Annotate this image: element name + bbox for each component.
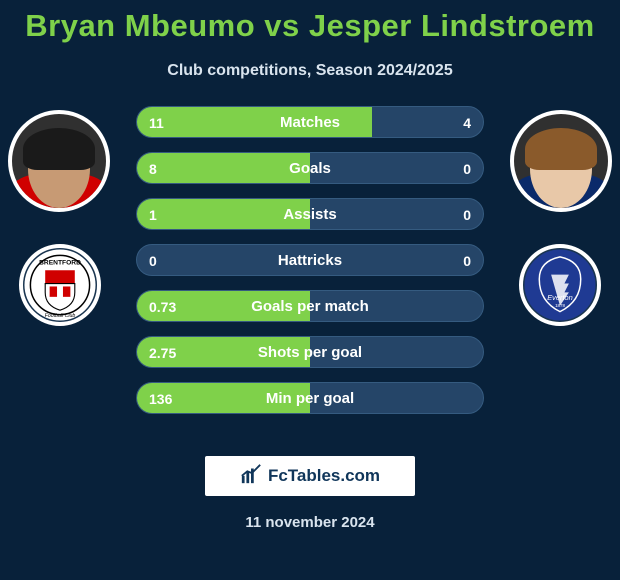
site-name: FcTables.com bbox=[268, 466, 380, 486]
stat-row: Matches114 bbox=[136, 106, 484, 138]
stat-value-left: 2.75 bbox=[137, 337, 188, 367]
site-logo-icon bbox=[240, 463, 262, 490]
player-left-hair bbox=[23, 128, 95, 170]
stat-rows: Matches114Goals80Assists10Hattricks00Goa… bbox=[136, 106, 484, 428]
stat-row: Shots per goal2.75 bbox=[136, 336, 484, 368]
svg-text:Football Club: Football Club bbox=[45, 313, 76, 319]
svg-text:Everton: Everton bbox=[547, 293, 572, 302]
page-title: Bryan Mbeumo vs Jesper Lindstroem bbox=[0, 0, 620, 44]
stat-value-right bbox=[459, 291, 483, 321]
stat-value-left: 8 bbox=[137, 153, 169, 183]
stat-value-left: 0 bbox=[137, 245, 169, 275]
stat-row: Min per goal136 bbox=[136, 382, 484, 414]
club-right-crest: Everton 1878 bbox=[519, 244, 601, 326]
page-subtitle: Club competitions, Season 2024/2025 bbox=[0, 62, 620, 80]
stat-row: Goals per match0.73 bbox=[136, 290, 484, 322]
stat-value-right bbox=[459, 383, 483, 413]
stat-value-right bbox=[459, 337, 483, 367]
stat-value-left: 1 bbox=[137, 199, 169, 229]
player-right-avatar bbox=[510, 110, 612, 212]
stat-row: Goals80 bbox=[136, 152, 484, 184]
stat-fill-right bbox=[310, 107, 372, 137]
comparison-panel: BRENTFORD Football Club Everton 1878 Mat… bbox=[0, 110, 620, 440]
stat-value-right: 0 bbox=[451, 245, 483, 275]
stat-value-right: 4 bbox=[451, 107, 483, 137]
player-right-hair bbox=[525, 128, 597, 170]
footer-date: 11 november 2024 bbox=[0, 514, 620, 531]
stat-row: Hattricks00 bbox=[136, 244, 484, 276]
stat-value-left: 136 bbox=[137, 383, 184, 413]
stat-row: Assists10 bbox=[136, 198, 484, 230]
club-left-crest: BRENTFORD Football Club bbox=[19, 244, 101, 326]
site-badge: FcTables.com bbox=[205, 456, 415, 496]
stat-value-left: 11 bbox=[137, 107, 176, 137]
player-left-avatar bbox=[8, 110, 110, 212]
stat-value-right: 0 bbox=[451, 153, 483, 183]
svg-text:1878: 1878 bbox=[555, 303, 565, 308]
stat-value-left: 0.73 bbox=[137, 291, 188, 321]
stat-value-right: 0 bbox=[451, 199, 483, 229]
svg-text:BRENTFORD: BRENTFORD bbox=[39, 259, 81, 266]
